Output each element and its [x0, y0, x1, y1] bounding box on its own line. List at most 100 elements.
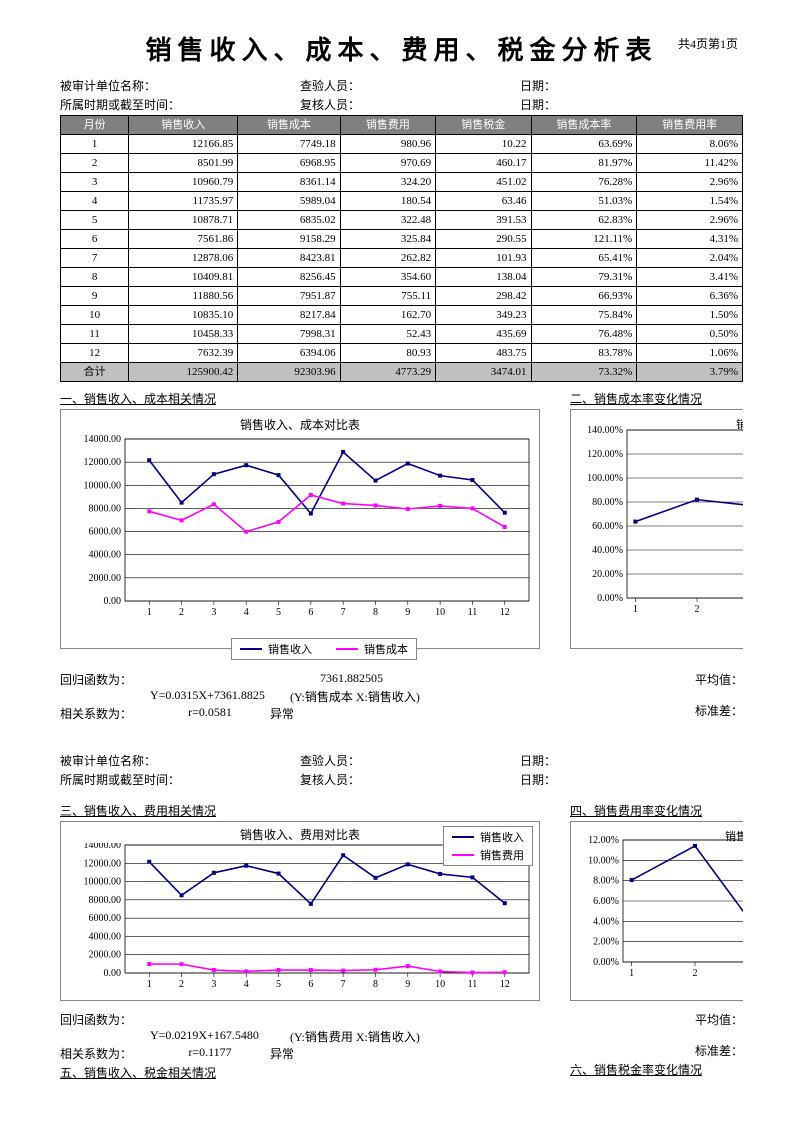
legend-label: 销售收入 — [480, 829, 524, 845]
table-row: 310960.798361.14324.20451.0276.28%2.96% — [61, 173, 743, 192]
svg-text:2000.00: 2000.00 — [89, 950, 122, 961]
svg-text:7: 7 — [341, 979, 346, 990]
svg-text:14000.00: 14000.00 — [84, 434, 122, 445]
page-title: 销售收入、成本、费用、税金分析表 — [60, 30, 743, 67]
svg-text:8.00%: 8.00% — [593, 876, 619, 887]
page-indicator: 共4页第1页 — [678, 35, 738, 52]
svg-text:4000.00: 4000.00 — [89, 931, 122, 942]
svg-text:2: 2 — [179, 607, 184, 618]
svg-text:4: 4 — [244, 979, 249, 990]
svg-text:12000.00: 12000.00 — [84, 457, 122, 468]
svg-text:4: 4 — [244, 607, 249, 618]
avg-label: 平均值： — [695, 1011, 743, 1028]
section1-label: 一、销售收入、成本相关情况 — [60, 390, 540, 407]
avg-label: 平均值： — [695, 671, 743, 688]
table-row: 28501.996968.95970.69460.1781.97%11.42% — [61, 154, 743, 173]
table-header-row: 月份销售收入销售成本销售费用销售税金销售成本率销售费用率 — [61, 116, 743, 135]
svg-text:6: 6 — [308, 607, 313, 618]
meta-row-4: 所属时期或截至时间： 复核人员： 日期： — [60, 771, 743, 788]
legend-label: 销售费用 — [480, 847, 524, 863]
reviewer-label: 复核人员： — [300, 771, 520, 788]
svg-text:8000.00: 8000.00 — [89, 895, 122, 906]
table-header: 销售成本率 — [531, 116, 637, 135]
reviewer-label: 复核人员： — [300, 96, 520, 113]
svg-text:6000.00: 6000.00 — [89, 913, 122, 924]
svg-text:6000.00: 6000.00 — [89, 527, 122, 538]
table-header: 销售费用 — [340, 116, 435, 135]
svg-text:7: 7 — [341, 607, 346, 618]
svg-text:10: 10 — [435, 607, 445, 618]
svg-text:2: 2 — [179, 979, 184, 990]
svg-text:1: 1 — [147, 607, 152, 618]
svg-text:6: 6 — [308, 979, 313, 990]
table-row: 510878.716835.02322.48391.5362.83%2.96% — [61, 211, 743, 230]
table-row: 1110458.337998.3152.43435.6976.48%0.50% — [61, 325, 743, 344]
stats-block-2: 平均值： 标准差： — [570, 1011, 743, 1059]
svg-text:60.00%: 60.00% — [592, 521, 623, 532]
svg-text:12000.00: 12000.00 — [84, 858, 122, 869]
svg-text:5: 5 — [276, 607, 281, 618]
regress-corr-label: 相关系数为： — [60, 1045, 150, 1062]
svg-text:4.00%: 4.00% — [593, 916, 619, 927]
chart2-title-fragment: 销 — [736, 416, 743, 432]
svg-text:12.00%: 12.00% — [588, 835, 619, 846]
regress-axes: (Y:销售成本 X:销售收入) — [290, 688, 420, 705]
meta-row-1: 被审计单位名称： 查验人员： 日期： — [60, 77, 743, 94]
table-row: 411735.975989.04180.5463.4651.03%1.54% — [61, 192, 743, 211]
svg-text:6.00%: 6.00% — [593, 896, 619, 907]
std-label: 标准差： — [695, 1042, 743, 1059]
svg-text:12: 12 — [500, 979, 510, 990]
regress-fn-label: 回归函数为： — [60, 671, 150, 688]
meta-row-3: 被审计单位名称： 查验人员： 日期： — [60, 752, 743, 769]
svg-text:9: 9 — [405, 607, 410, 618]
svg-text:0.00: 0.00 — [104, 968, 122, 979]
svg-text:20.00%: 20.00% — [592, 569, 623, 580]
svg-text:10000.00: 10000.00 — [84, 480, 122, 491]
table-total-row: 合计125900.4292303.964773.293474.0173.32%3… — [61, 363, 743, 382]
svg-text:8: 8 — [373, 979, 378, 990]
stats-block-1: 平均值： 标准差： — [570, 671, 743, 719]
svg-text:3: 3 — [211, 607, 216, 618]
svg-text:0.00%: 0.00% — [597, 593, 623, 604]
date-label-2: 日期： — [520, 96, 743, 113]
regression-block-2: 回归函数为： Y=0.0219X+167.5480 (Y:销售费用 X:销售收入… — [60, 1011, 540, 1062]
svg-text:100.00%: 100.00% — [587, 473, 623, 484]
auditee-label: 被审计单位名称： — [60, 752, 300, 769]
table-header: 销售税金 — [436, 116, 531, 135]
svg-text:0.00: 0.00 — [104, 596, 122, 607]
svg-text:3: 3 — [211, 979, 216, 990]
table-row: 112166.857749.18980.9610.2263.69%8.06% — [61, 135, 743, 154]
legend-label: 销售收入 — [268, 641, 312, 657]
chart1: 销售收入、成本对比表 0.002000.004000.006000.008000… — [60, 409, 540, 649]
inspector-label: 查验人员： — [300, 77, 520, 94]
meta-row-2: 所属时期或截至时间： 复核人员： 日期： — [60, 96, 743, 113]
svg-text:40.00%: 40.00% — [592, 545, 623, 556]
table-row: 810409.818256.45354.60138.0479.31%3.41% — [61, 268, 743, 287]
svg-text:10: 10 — [435, 979, 445, 990]
period-label: 所属时期或截至时间： — [60, 96, 300, 113]
svg-text:8: 8 — [373, 607, 378, 618]
regress-axes: (Y:销售费用 X:销售收入) — [290, 1028, 420, 1045]
regress-corr-val: r=0.1177 — [150, 1045, 270, 1062]
chart1-title: 销售收入、成本对比表 — [61, 410, 539, 433]
table-header: 销售成本 — [238, 116, 340, 135]
svg-text:2.00%: 2.00% — [593, 937, 619, 948]
section3-label: 三、销售收入、费用相关情况 — [60, 802, 540, 819]
legend-label: 销售成本 — [364, 641, 408, 657]
svg-text:80.00%: 80.00% — [592, 497, 623, 508]
date-label: 日期： — [520, 771, 743, 788]
svg-text:4000.00: 4000.00 — [89, 550, 122, 561]
svg-text:10.00%: 10.00% — [588, 855, 619, 866]
regress-fn-label: 回归函数为： — [60, 1011, 150, 1028]
std-label: 标准差： — [695, 702, 743, 719]
svg-text:1: 1 — [147, 979, 152, 990]
table-header: 月份 — [61, 116, 129, 135]
table-row: 1010835.108217.84162.70349.2375.84%1.50% — [61, 306, 743, 325]
svg-text:2: 2 — [693, 968, 698, 979]
svg-text:5: 5 — [276, 979, 281, 990]
svg-text:11: 11 — [468, 607, 478, 618]
regress-corr-label: 相关系数为： — [60, 705, 150, 722]
page: 共4页第1页 销售收入、成本、费用、税金分析表 被审计单位名称： 查验人员： 日… — [0, 0, 793, 1103]
regress-const: 7361.882505 — [320, 671, 383, 688]
svg-text:2: 2 — [695, 604, 700, 615]
